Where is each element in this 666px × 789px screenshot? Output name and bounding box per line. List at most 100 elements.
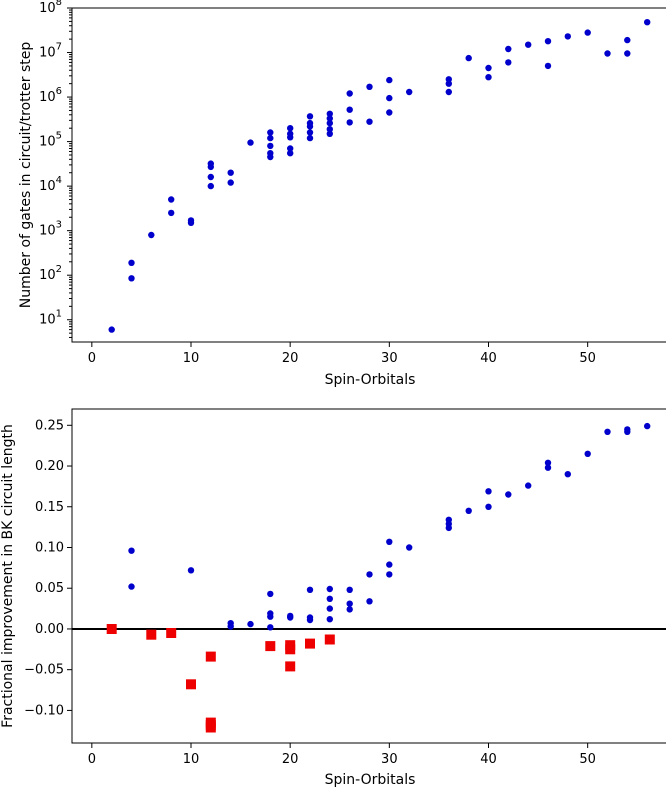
gate-count-point (604, 50, 611, 57)
negative-improvement-point (324, 634, 335, 645)
improvement-point (584, 450, 591, 457)
gate-count-point (267, 142, 274, 150)
gate-count-point (128, 275, 135, 282)
gate-count-point (505, 59, 512, 66)
bottom-x-tick-label: 10 (183, 752, 200, 767)
top-y-tick-label: 107 (39, 42, 62, 61)
top-y-tick-label: 105 (39, 131, 62, 150)
improvement-point (326, 605, 333, 612)
improvement-point (386, 538, 393, 545)
negative-improvement-point (305, 638, 315, 649)
bottom-y-tick-label: 0.20 (35, 459, 64, 474)
top-y-tick-label: 104 (39, 175, 62, 194)
gate-count-point (386, 94, 393, 102)
improvement-point (267, 590, 274, 598)
bottom-y-tick-label: 0.15 (35, 500, 64, 515)
improvement-point (287, 612, 294, 620)
gate-count-point (624, 50, 631, 57)
improvement-point (505, 491, 512, 498)
top-y-tick-label: 102 (39, 264, 62, 283)
gate-count-point (306, 134, 314, 142)
gate-count-point (207, 182, 214, 190)
gate-count-point (544, 38, 552, 45)
top-x-tick-label: 40 (480, 351, 497, 366)
improvement-point (187, 567, 195, 574)
gate-count-point (386, 76, 393, 84)
improvement-point (406, 544, 413, 551)
bottom-y-tick-label: −0.10 (24, 703, 64, 718)
top-y-tick-label: 103 (39, 220, 62, 239)
bottom-y-tick-label: 0.00 (35, 622, 64, 637)
improvement-point (386, 561, 393, 568)
negative-improvement-point (205, 722, 216, 733)
improvement-point (128, 547, 135, 554)
gate-count-point (445, 76, 452, 83)
gate-count-point (227, 179, 234, 186)
bottom-x-tick-label: 20 (282, 752, 299, 767)
improvement-point (366, 571, 373, 578)
gate-count-point (207, 160, 214, 167)
gate-count-point (644, 19, 651, 26)
gate-count-point (525, 41, 532, 48)
gate-count-point (128, 259, 135, 266)
negative-improvement-point (205, 651, 216, 662)
bottom-y-tick-label: 0.10 (35, 540, 64, 555)
improvement-point (346, 586, 353, 593)
bottom-y-tick-label: 0.25 (35, 418, 64, 433)
improvement-point (604, 428, 611, 435)
gate-count-point (346, 106, 353, 113)
top-x-tick-label: 0 (88, 351, 96, 366)
bottom-y-ticks: −0.10 −0.05 0.00 0.05 0.10 0.15 0.20 0.25 (24, 418, 72, 718)
gate-count-point (306, 113, 314, 120)
top-y-axis-label: Number of gates in circuit/trotter step (18, 42, 34, 309)
gate-count-point (287, 145, 294, 152)
gate-count-point (267, 134, 274, 142)
top-x-tick-label: 50 (579, 351, 596, 366)
improvement-point (445, 516, 452, 523)
improvement-point (465, 507, 472, 514)
negative-improvement-point (285, 644, 296, 655)
gate-count-point (346, 90, 353, 97)
top-y-tick-label: 106 (39, 86, 62, 105)
top-x-tick-label: 20 (282, 351, 299, 366)
bottom-y-tick-label: 0.05 (35, 581, 64, 596)
negative-improvement-point (265, 641, 276, 652)
gate-count-point (366, 83, 373, 91)
bottom-x-ticks: 0 10 20 30 40 50 (88, 743, 596, 767)
gate-count-point (168, 196, 175, 203)
gate-count-point (287, 125, 294, 132)
gate-count-point (168, 209, 175, 217)
improvement-point (544, 459, 552, 466)
gate-count-point (485, 74, 492, 81)
improvement-point (386, 571, 393, 578)
improvement-point (267, 610, 274, 617)
gate-count-point (386, 109, 393, 116)
gate-count-point (326, 119, 333, 127)
top-plot-frame (71, 7, 666, 343)
negative-improvement-point (106, 624, 117, 634)
gate-count-point (108, 326, 115, 333)
improvement-point (306, 614, 314, 621)
top-y-tick-label: 108 (39, 0, 62, 16)
gate-count-point (227, 169, 234, 176)
bottom-x-tick-label: 0 (88, 752, 96, 767)
gate-count-point (564, 33, 571, 40)
improvement-points (106, 422, 651, 733)
improvement-point (306, 586, 314, 593)
bottom-x-tick-label: 30 (381, 752, 398, 767)
gate-count-point (465, 54, 472, 62)
gate-count-points (108, 19, 651, 333)
gate-count-point (584, 29, 591, 36)
gate-count-point (445, 80, 452, 87)
gate-count-point (326, 110, 333, 118)
gate-count-point (505, 45, 512, 53)
gate-count-point (485, 64, 492, 72)
improvement-point (326, 585, 333, 593)
gate-count-point (445, 88, 452, 96)
improvement-point (326, 595, 333, 602)
fractional-improvement-chart: 0 10 20 30 40 50 −0.10 −0.05 0.00 0.05 0.10 0.15 0.… (0, 408, 666, 788)
improvement-point (525, 482, 532, 489)
gate-count-point (406, 88, 413, 96)
bottom-plot-frame (71, 408, 666, 744)
